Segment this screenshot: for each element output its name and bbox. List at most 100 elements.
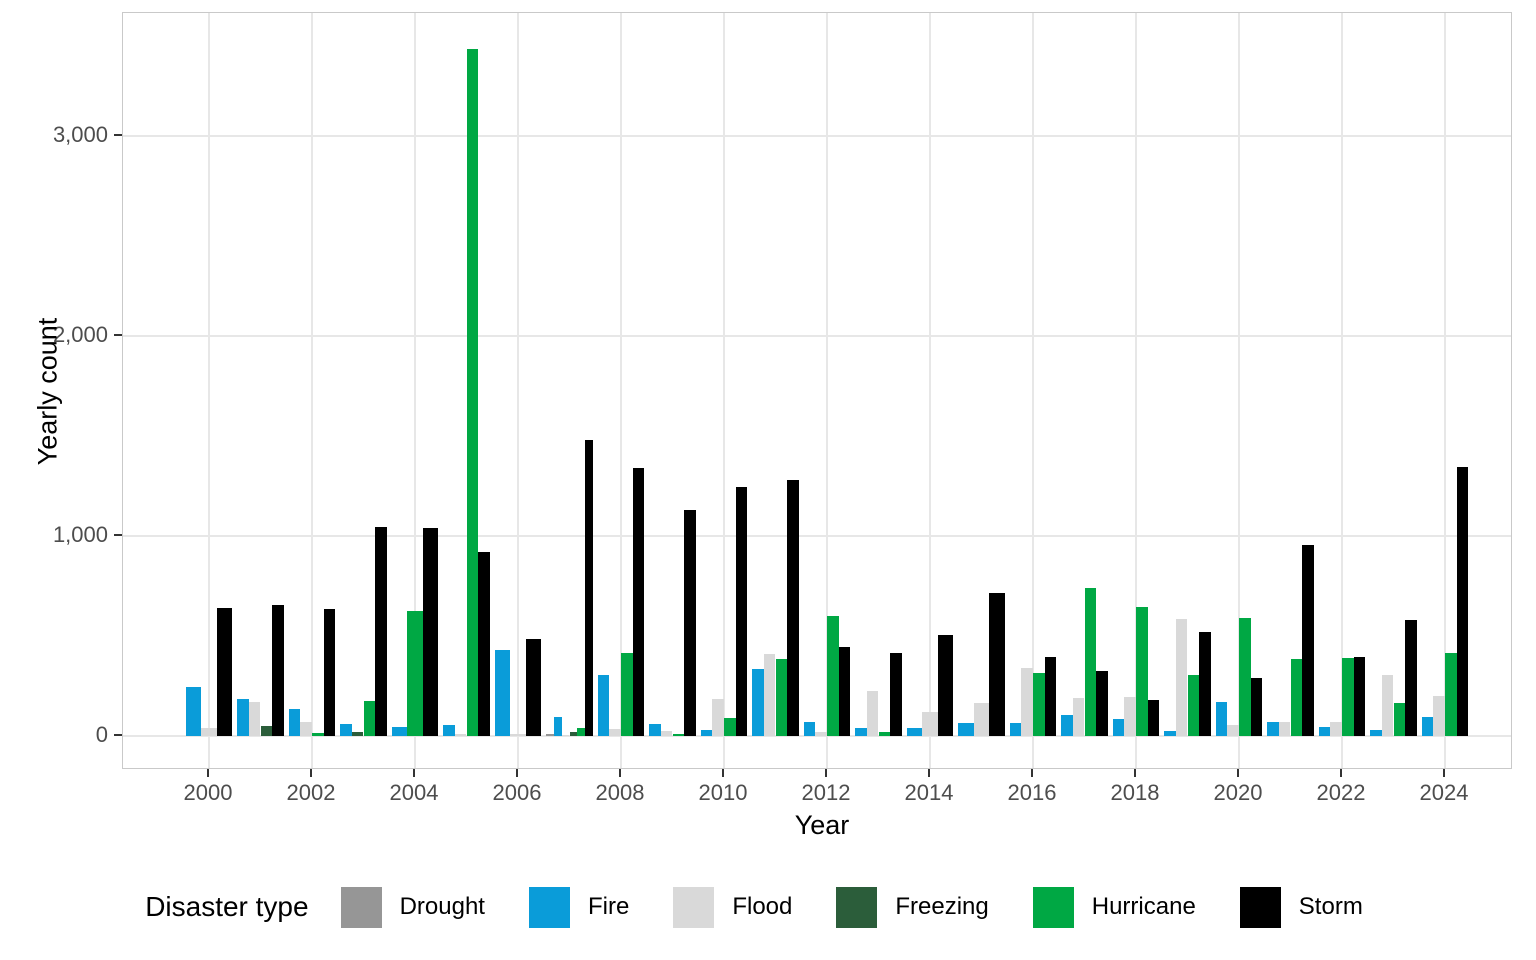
bar-flood-2022 bbox=[1330, 722, 1342, 736]
bar-storm-2016 bbox=[1044, 657, 1057, 736]
bar-hurricane-2024 bbox=[1445, 653, 1457, 736]
gridline-vertical bbox=[1135, 13, 1137, 768]
bar-storm-2022 bbox=[1353, 657, 1366, 736]
gridline-vertical bbox=[208, 13, 210, 768]
bar-flood-2020 bbox=[1227, 725, 1239, 736]
gridline-horizontal bbox=[123, 535, 1511, 537]
bar-storm-2000 bbox=[216, 608, 233, 736]
y-tick-mark bbox=[114, 334, 122, 336]
bar-fire-2011 bbox=[752, 669, 764, 736]
bar-fire-2018 bbox=[1112, 719, 1125, 736]
x-tick-mark bbox=[413, 769, 415, 777]
y-tick-label: 0 bbox=[95, 722, 108, 747]
bar-fire-2003 bbox=[340, 724, 352, 736]
bar-flood-2002 bbox=[300, 722, 312, 736]
gridline-vertical bbox=[1444, 13, 1446, 768]
bar-storm-2023 bbox=[1405, 620, 1417, 736]
x-tick-label: 2000 bbox=[183, 780, 233, 805]
legend-item-hurricane: Hurricane bbox=[1032, 886, 1224, 928]
x-tick-label: 2022 bbox=[1316, 780, 1366, 805]
bar-storm-2001 bbox=[272, 605, 284, 736]
bar-flood-2016 bbox=[1021, 668, 1033, 736]
bar-storm-2013 bbox=[890, 653, 902, 736]
bar-storm-2019 bbox=[1199, 632, 1211, 736]
bar-storm-2012 bbox=[838, 647, 851, 736]
bar-freezing-2007 bbox=[569, 732, 578, 736]
x-tick-mark bbox=[1134, 769, 1136, 777]
bar-storm-2017 bbox=[1096, 671, 1108, 736]
y-tick-label: 1,000 bbox=[52, 522, 108, 547]
x-tick-mark bbox=[516, 769, 518, 777]
gridline-horizontal bbox=[123, 735, 1511, 737]
bar-fire-2024 bbox=[1421, 717, 1434, 736]
bar-storm-2004 bbox=[422, 528, 439, 736]
bar-storm-2008 bbox=[632, 468, 645, 736]
x-tick-label: 2018 bbox=[1110, 780, 1160, 805]
legend-swatch-fire bbox=[528, 886, 570, 928]
bar-fire-2023 bbox=[1370, 730, 1382, 736]
x-axis-title: Year bbox=[794, 810, 850, 840]
x-tick-mark bbox=[722, 769, 724, 777]
bar-storm-2005 bbox=[478, 552, 490, 736]
gridline-vertical bbox=[1238, 13, 1240, 768]
legend-items: Drought Fire Flood Freezing Hurricane Storm bbox=[325, 886, 1391, 928]
legend-label: Hurricane bbox=[1091, 893, 1196, 920]
x-tick-mark bbox=[1340, 769, 1342, 777]
bar-flood-2014 bbox=[922, 712, 938, 736]
bar-flood-2015 bbox=[973, 703, 990, 736]
legend-label: Fire bbox=[587, 893, 630, 920]
bar-hurricane-2023 bbox=[1393, 703, 1406, 736]
bar-fire-2004 bbox=[391, 727, 408, 736]
gridline-horizontal bbox=[123, 135, 1511, 137]
x-tick-label: 2008 bbox=[595, 780, 645, 805]
x-tick-mark bbox=[1237, 769, 1239, 777]
bar-storm-2002 bbox=[323, 609, 336, 736]
bar-flood-2008 bbox=[609, 729, 621, 736]
bar-flood-2010 bbox=[712, 699, 724, 736]
legend-swatch-hurricane bbox=[1032, 886, 1074, 928]
bar-flood-2005 bbox=[454, 734, 467, 736]
bar-flood-2023 bbox=[1381, 675, 1394, 736]
bar-flood-2009 bbox=[660, 731, 673, 736]
bar-fire-2015 bbox=[958, 723, 974, 736]
bar-hurricane-2005 bbox=[466, 49, 479, 736]
bar-storm-2007 bbox=[584, 440, 593, 736]
y-tick-mark bbox=[114, 134, 122, 136]
bar-storm-2011 bbox=[787, 480, 799, 736]
bar-flood-2001 bbox=[248, 702, 261, 736]
bar-flood-2011 bbox=[763, 654, 776, 736]
bar-storm-2006 bbox=[525, 639, 542, 736]
legend-label: Storm bbox=[1298, 893, 1363, 920]
bar-storm-2020 bbox=[1250, 678, 1263, 736]
bar-fire-2017 bbox=[1061, 715, 1073, 736]
bar-fire-2008 bbox=[597, 675, 610, 736]
bar-hurricane-2007 bbox=[577, 728, 585, 736]
gridline-horizontal bbox=[123, 335, 1511, 337]
x-tick-mark bbox=[619, 769, 621, 777]
bar-flood-2012 bbox=[815, 732, 827, 736]
gridline-vertical bbox=[826, 13, 828, 768]
bar-storm-2021 bbox=[1302, 545, 1314, 736]
bar-storm-2018 bbox=[1147, 700, 1160, 736]
bar-flood-2024 bbox=[1433, 696, 1445, 736]
bar-fire-2000 bbox=[185, 687, 202, 736]
bar-fire-2005 bbox=[443, 725, 455, 736]
bar-hurricane-2004 bbox=[407, 611, 423, 736]
bar-fire-2012 bbox=[803, 722, 816, 736]
bar-flood-2000 bbox=[201, 728, 217, 736]
x-tick-label: 2006 bbox=[492, 780, 542, 805]
legend-item-storm: Storm bbox=[1239, 886, 1391, 928]
bar-flood-2019 bbox=[1175, 619, 1188, 736]
bar-storm-2014 bbox=[937, 635, 954, 736]
bar-hurricane-2016 bbox=[1033, 673, 1045, 736]
bar-hurricane-2019 bbox=[1187, 675, 1200, 736]
bar-storm-2009 bbox=[684, 510, 696, 736]
x-tick-label: 2020 bbox=[1213, 780, 1263, 805]
legend-swatch-flood bbox=[673, 886, 715, 928]
bar-storm-2003 bbox=[375, 527, 387, 736]
bar-flood-2017 bbox=[1072, 698, 1085, 736]
x-tick-label: 2012 bbox=[801, 780, 851, 805]
bar-storm-2015 bbox=[989, 593, 1005, 736]
bar-flood-2021 bbox=[1278, 722, 1291, 736]
x-tick-mark bbox=[1443, 769, 1445, 777]
